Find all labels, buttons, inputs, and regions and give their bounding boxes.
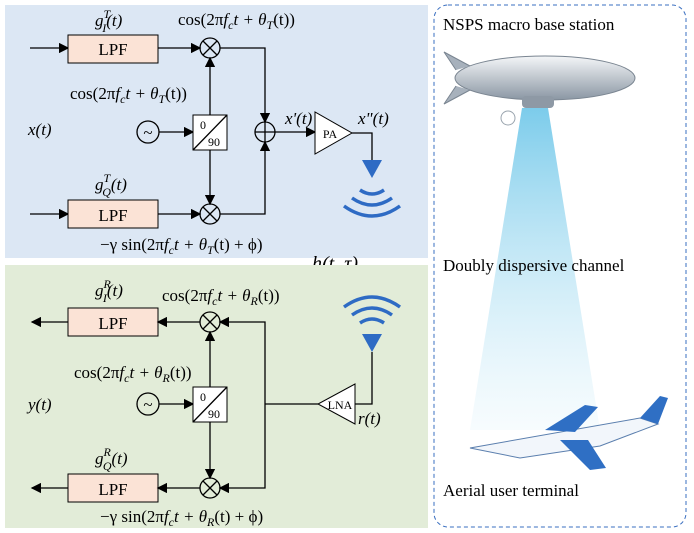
label-part: T bbox=[159, 92, 167, 106]
scene-label: Doubly dispersive channel bbox=[443, 256, 625, 275]
carrier-label: −γ sin(2πfct + θR(t) + ϕ) bbox=[100, 507, 263, 529]
rx-panel: LPF LPF ~ 0 90 LNA y(t) r(t) gR I(t) gR Q(… bbox=[5, 265, 428, 529]
shift-label: 0 bbox=[200, 118, 206, 132]
label-part: g bbox=[95, 175, 104, 194]
label-part: (t) bbox=[112, 449, 128, 468]
label-part: f bbox=[115, 84, 122, 103]
label-part: I bbox=[101, 21, 107, 35]
label-part: t + θ bbox=[174, 235, 207, 254]
lpf: LPF bbox=[98, 480, 127, 499]
label-part: f bbox=[164, 507, 171, 526]
input-label: x(t) bbox=[27, 120, 52, 139]
label-part: I bbox=[102, 291, 108, 305]
label-part: c bbox=[228, 18, 234, 32]
label-part: cos(2π bbox=[162, 286, 208, 305]
label-part: T bbox=[104, 7, 112, 21]
label-part: (t)) bbox=[273, 10, 295, 29]
label-part: (t)) bbox=[258, 286, 280, 305]
lpf: LPF bbox=[98, 314, 127, 333]
label-part: R bbox=[103, 445, 112, 459]
label-part: (t) bbox=[107, 281, 123, 300]
label-part: c bbox=[124, 371, 130, 385]
osc: ~ bbox=[143, 395, 152, 414]
branch-label: gR I(t) bbox=[95, 277, 123, 305]
label-part: cos(2π bbox=[178, 10, 224, 29]
carrier-label: cos(2πfct + θR(t)) bbox=[162, 286, 280, 308]
branch-label: gR Q(t) bbox=[95, 445, 128, 473]
label-part: R bbox=[162, 371, 171, 385]
signal-label: r(t) bbox=[358, 409, 381, 428]
label-part: (t) bbox=[106, 11, 122, 30]
label-part: f bbox=[164, 235, 171, 254]
branch-label: gT I(t) bbox=[95, 7, 123, 35]
label-part: T bbox=[104, 171, 112, 185]
carrier-label: cos(2πfct + θT(t)) bbox=[178, 10, 295, 32]
branch-label: gT Q(t) bbox=[95, 171, 127, 199]
lpf: LPF bbox=[98, 40, 127, 59]
label-part: (t) bbox=[111, 175, 127, 194]
label-part: (t)) bbox=[170, 363, 192, 382]
shift-label: 90 bbox=[208, 135, 220, 149]
label-part: f bbox=[119, 363, 126, 382]
label-part: (t) + ϕ) bbox=[214, 235, 263, 254]
label-part: c bbox=[212, 294, 218, 308]
label-part: R bbox=[250, 294, 259, 308]
scene-label: Aerial user terminal bbox=[443, 481, 579, 500]
tx-panel: LPF LPF ~ 0 90 PA x(t) x'(t) x"(t) gT I(t… bbox=[5, 5, 428, 258]
label-part: t + θ bbox=[174, 507, 207, 526]
lpf: LPF bbox=[98, 206, 127, 225]
osc: ~ bbox=[143, 123, 152, 142]
label-part: T bbox=[267, 18, 275, 32]
label-part: R bbox=[206, 515, 215, 529]
label-part: cos(2π bbox=[70, 84, 116, 103]
scene-panel: NSPS macro base station Doubly dispersiv… bbox=[433, 4, 687, 528]
label-part: c bbox=[169, 515, 175, 529]
carrier-label: cos(2πfct + θT(t)) bbox=[70, 84, 187, 106]
shift-label: 90 bbox=[208, 407, 220, 421]
label-part: g bbox=[95, 449, 104, 468]
label-part: R bbox=[103, 277, 112, 291]
label-part: (t) + ϕ) bbox=[214, 507, 263, 526]
amp: LNA bbox=[328, 398, 353, 412]
shift-label: 0 bbox=[200, 390, 206, 404]
label-part: (t)) bbox=[165, 84, 187, 103]
signal-label: x"(t) bbox=[357, 109, 389, 128]
label-part: Q bbox=[102, 185, 111, 199]
label-part: f bbox=[207, 286, 214, 305]
label-part: T bbox=[207, 243, 215, 257]
label-part: −γ sin(2π bbox=[100, 507, 164, 526]
label-part: cos(2π bbox=[74, 363, 120, 382]
output-label: y(t) bbox=[26, 395, 52, 414]
label-part: t + θ bbox=[125, 84, 158, 103]
label-part: −γ sin(2π bbox=[100, 235, 164, 254]
scene-label: NSPS macro base station bbox=[443, 15, 615, 34]
label-part: f bbox=[223, 10, 230, 29]
label-part: t + θ bbox=[217, 286, 250, 305]
label-part: g bbox=[95, 281, 104, 300]
signal-label: x'(t) bbox=[284, 109, 313, 128]
label-part: Q bbox=[103, 459, 112, 473]
label-part: c bbox=[169, 243, 175, 257]
amp: PA bbox=[323, 127, 338, 141]
label-part: t + θ bbox=[233, 10, 266, 29]
carrier-label: −γ sin(2πfct + θT(t) + ϕ) bbox=[100, 235, 262, 257]
label-part: t + θ bbox=[129, 363, 162, 382]
carrier-label: cos(2πfct + θR(t)) bbox=[74, 363, 192, 385]
label-part: c bbox=[120, 92, 126, 106]
label-part: g bbox=[95, 11, 104, 30]
